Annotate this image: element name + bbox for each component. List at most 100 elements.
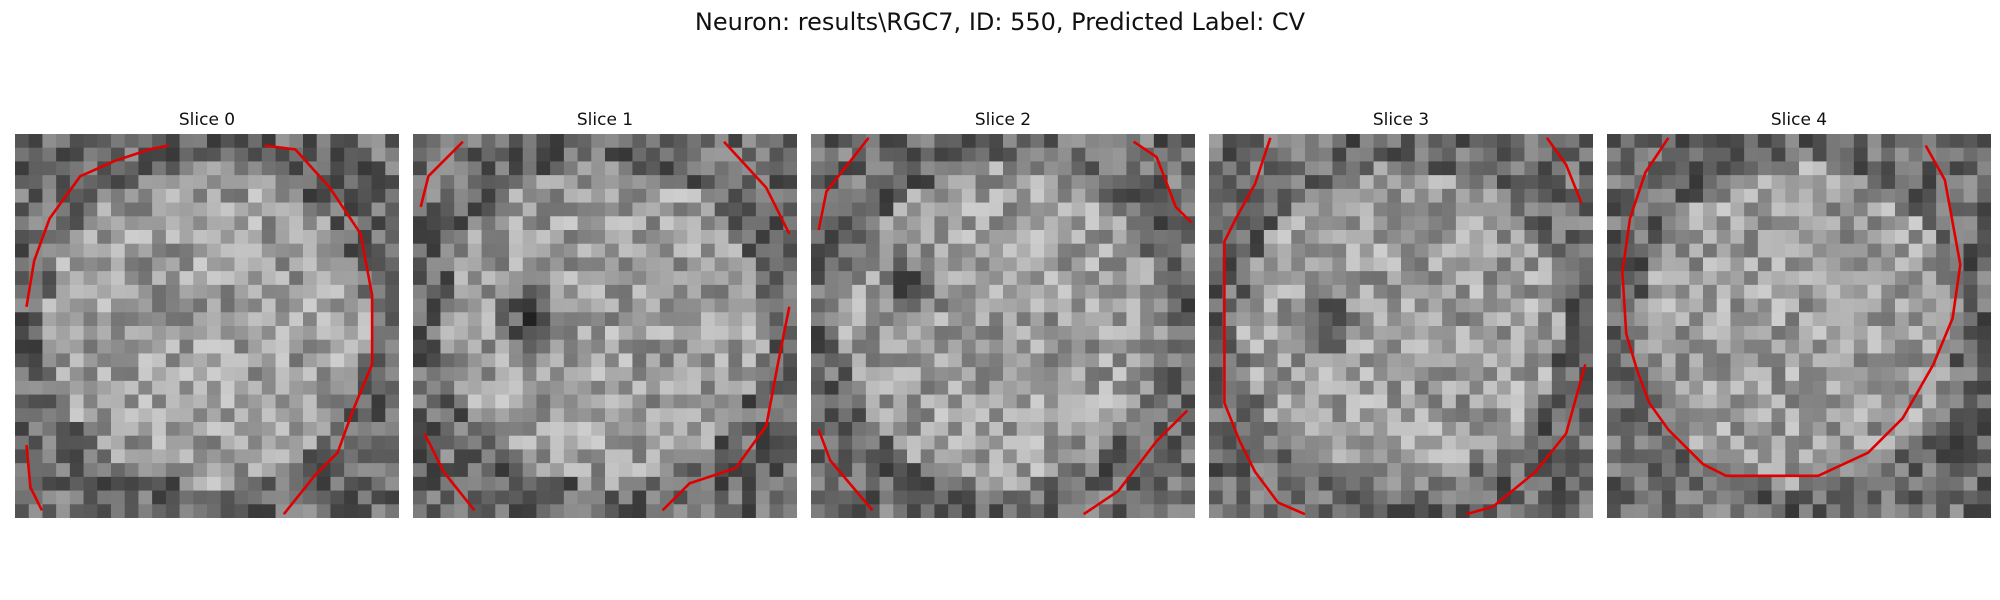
pixel-cell [1908,243,1924,259]
pixel-cell [152,216,167,231]
pixel-cell [1949,257,1965,272]
pixel-cell [1510,175,1526,190]
pixel-cell [618,312,634,327]
pixel-cell [1277,147,1292,163]
pixel-cell [879,230,894,245]
pixel-cell [1140,161,1155,176]
pixel-cell [1867,284,1882,300]
pixel-cell [1085,504,1100,518]
pixel-cell [1716,422,1732,437]
pixel-cell [893,257,908,272]
pixel-cell [879,284,894,300]
pixel-cell [1812,147,1828,163]
pixel-cell [124,449,140,464]
pixel-cell [659,284,675,300]
pixel-cell [1414,161,1430,176]
pixel-cell [138,175,153,190]
pixel-cell [1895,353,1910,368]
pixel-cell [1579,504,1593,518]
pixel-cell [440,422,455,437]
pixel-cell [1442,243,1457,259]
pixel-cell [618,367,634,382]
pixel-cell [207,463,222,478]
pixel-cell [742,326,757,341]
pixel-cell [701,161,716,176]
pixel-cell [1949,380,1965,396]
pixel-cell [56,408,71,423]
pixel-cell [1867,216,1882,231]
pixel-cell [961,243,977,259]
pixel-cell [1305,134,1320,149]
slice-title: Slice 3 [1372,110,1430,130]
pixel-cell [1799,202,1814,217]
pixel-cell [920,449,936,464]
pixel-cell [152,476,167,492]
pixel-cell [495,380,510,396]
pixel-cell [591,161,606,176]
pixel-cell [1291,175,1306,190]
pixel-cell [1977,216,1991,231]
pixel-cell [152,257,167,272]
pixel-cell [1112,326,1128,341]
pixel-cell [1222,202,1238,217]
pixel-cell [1263,147,1279,163]
pixel-cell [1057,490,1073,505]
pixel-cell [1675,188,1690,204]
pixel-cell [1936,216,1951,231]
pixel-cell [1799,353,1814,368]
pixel-cell [234,312,249,327]
pixel-cell [1840,175,1855,190]
pixel-cell [467,463,483,478]
pixel-cell [289,175,304,190]
pixel-cell [371,284,386,300]
pixel-cell [124,243,140,259]
pixel-cell [1277,367,1292,382]
pixel-cell [207,188,222,204]
pixel-cell [1771,188,1786,204]
pixel-cell [1620,134,1636,149]
pixel-cell [1359,134,1375,149]
pixel-cell [1401,188,1416,204]
pixel-cell [1428,449,1443,464]
pixel-cell [1675,243,1690,259]
pixel-cell [1126,353,1141,368]
pixel-cell [1140,339,1155,355]
pixel-cell [1442,271,1457,286]
pixel-cell [1881,202,1896,217]
pixel-cell [1867,175,1882,190]
pixel-cell [1167,463,1182,478]
pixel-cell [69,504,85,518]
pixel-cell [1524,435,1539,451]
pixel-cell [1895,284,1910,300]
pixel-cell [1222,463,1238,478]
pixel-cell [1963,202,1978,217]
pixel-cell [920,463,936,478]
pixel-cell [961,408,977,423]
pixel-cell [1126,202,1141,217]
pixel-cell [701,216,716,231]
pixel-cell [1565,312,1580,327]
pixel-cell [454,312,469,327]
pixel-cell [330,490,345,505]
pixel-cell [1250,188,1265,204]
pixel-cell [687,230,702,245]
pixel-cell [1538,175,1553,190]
pixel-cell [1071,230,1086,245]
pixel-cell [1908,339,1924,355]
pixel-cell [179,312,194,327]
pixel-cell [1167,243,1182,259]
pixel-cell [15,257,30,272]
pixel-cell [124,188,140,204]
pixel-cell [1318,147,1334,163]
pixel-cell [1744,202,1759,217]
pixel-cell [1250,243,1265,259]
pixel-cell [1826,339,1841,355]
pixel-cell [111,394,126,409]
pixel-cell [248,380,263,396]
pixel-cell [1071,257,1086,272]
pixel-cell [893,202,908,217]
pixel-cell [1291,188,1306,204]
pixel-cell [948,435,963,451]
pixel-cell [893,422,908,437]
pixel-cell [948,230,963,245]
